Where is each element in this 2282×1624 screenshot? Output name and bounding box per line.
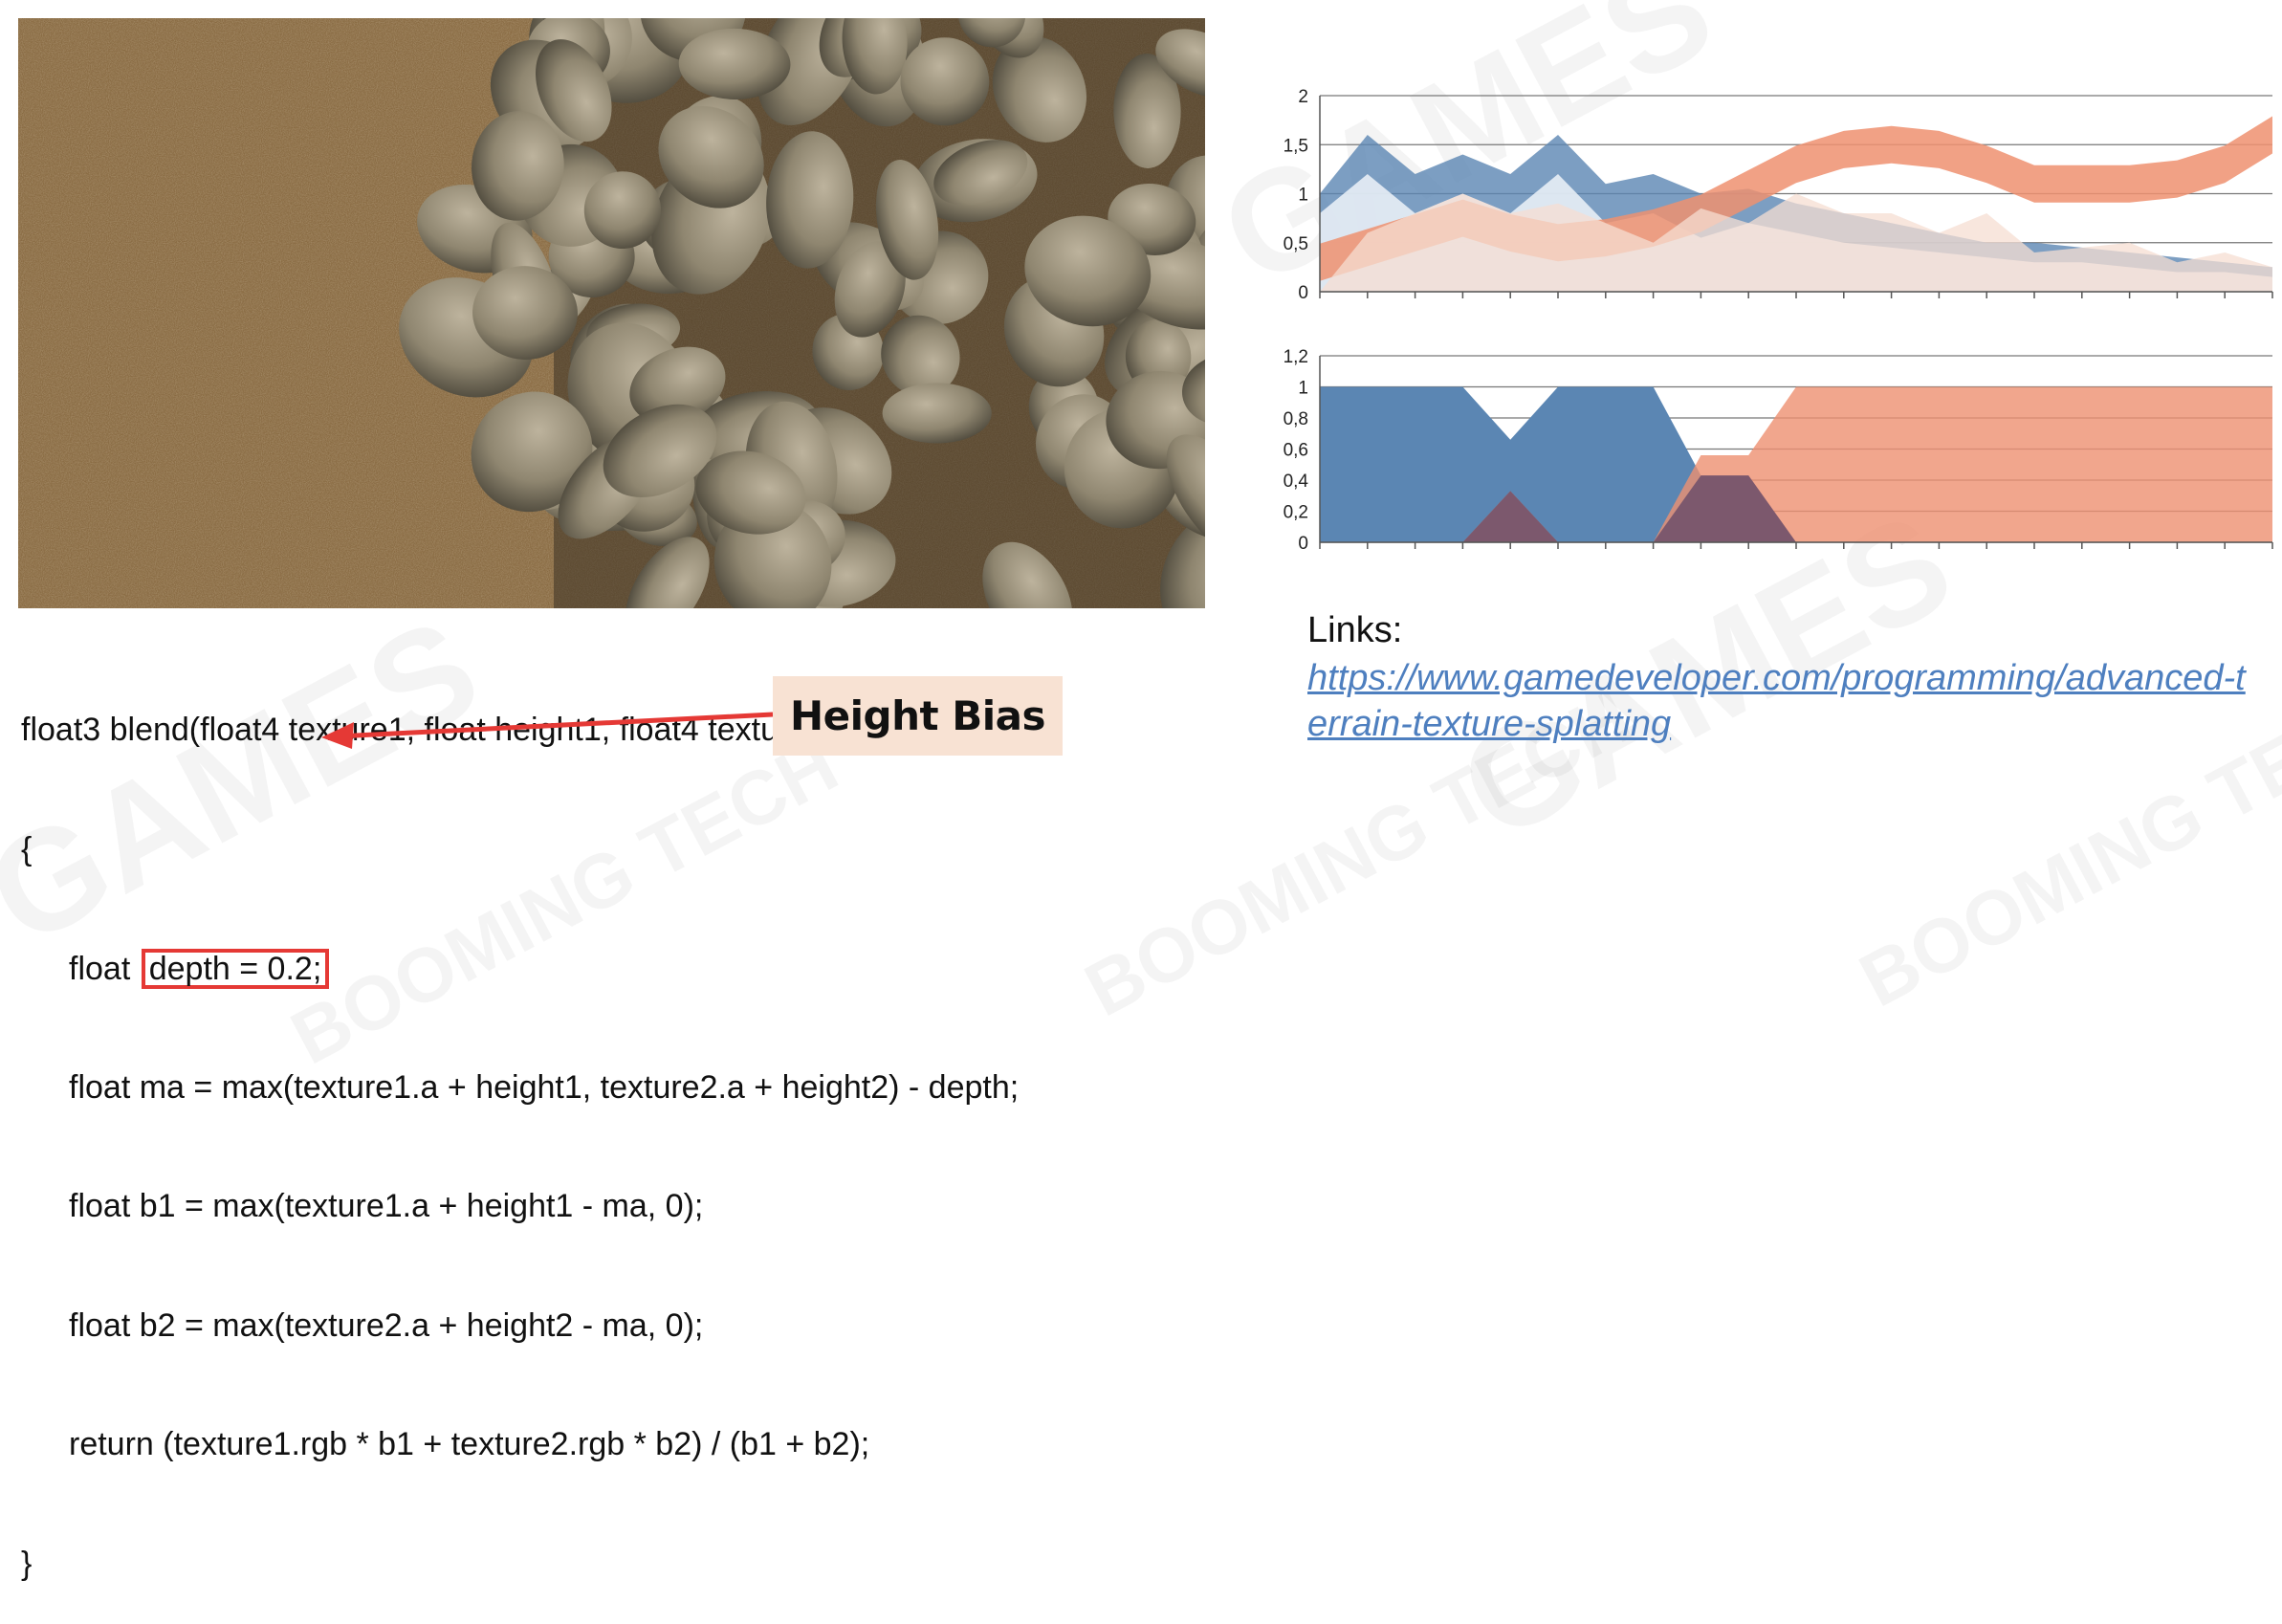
code-return-line: return (texture1.rgb * b1 + texture2.rgb… [69,1426,870,1462]
code-close-brace: } [21,1545,33,1582]
y-tick-label: 0,5 [1284,234,1308,254]
y-tick-label: 2 [1298,87,1308,107]
y-tick-label: 0,8 [1284,409,1308,429]
rock [1155,29,1205,98]
height-chart: 0 0,5 1 1,5 2 [1284,87,2273,303]
links-label: Links: [1307,610,1403,650]
y-tick-label: 0,4 [1284,472,1309,492]
blend-weight-chart: 0 0,2 0,4 0,6 0,8 1 1,2 [1284,347,2273,554]
rock [658,106,764,208]
code-b1-line: float b1 = max(texture1.a + height1 - ma… [69,1188,704,1224]
rock [1114,238,1205,330]
series-area [1320,386,2272,542]
rock [882,383,992,444]
rock [842,18,908,95]
code-b2-line: float b2 = max(texture2.a + height2 - ma… [69,1306,704,1344]
rock [1182,354,1205,426]
code-open-brace: { [21,830,33,867]
annotation-arrow [321,712,774,749]
rock [695,450,806,535]
y-tick-label: 0,6 [1284,441,1308,461]
code-ma-line: float ma = max(texture1.a + height1, tex… [69,1068,1020,1106]
y-tick-label: 1 [1298,186,1308,206]
rock [766,131,854,269]
rock [583,171,662,250]
blend-code-block: float3 blend(float4 texture1, float heig… [21,631,1032,1624]
terrain-blend-image [18,18,1205,608]
rock [536,39,612,143]
rock [625,537,710,608]
rock [629,346,726,425]
rock [1160,508,1205,608]
series-area [1320,475,2272,542]
rock [1024,215,1152,327]
reference-link[interactable]: https://www.gamedeveloper.com/programmin… [1307,658,2246,744]
rock [957,18,1026,48]
y-tick-label: 0 [1298,534,1308,554]
code-depth-prefix: float [69,951,140,987]
rock [881,315,960,397]
rock [933,140,1028,206]
height-bias-label: Height Bias [773,676,1063,756]
rock [900,37,990,126]
y-tick-label: 0 [1298,283,1308,303]
rock [992,35,1086,143]
rock [875,160,939,280]
series-area [1320,386,2272,542]
y-tick-label: 1 [1298,379,1308,399]
code-depth-line: float depth = 0.2; [21,949,1032,989]
rock [1166,434,1205,560]
rock [472,111,564,221]
rock [982,541,1073,608]
rock [678,28,791,99]
depth-highlight-box: depth = 0.2; [141,949,330,989]
rock [472,266,578,360]
y-tick-label: 0,2 [1284,503,1308,523]
rock [834,241,906,338]
y-tick-label: 1,2 [1284,347,1308,367]
y-tick-label: 1,5 [1284,136,1308,156]
rock [1113,54,1181,168]
series-area [1320,193,2272,292]
rock [603,404,717,498]
rock [471,391,593,513]
